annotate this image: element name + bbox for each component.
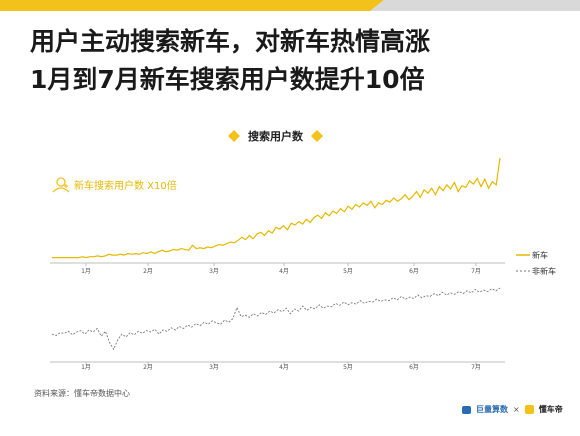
bottom-chart-tick-label: 7月	[471, 364, 481, 371]
top-chart-tick-label: 2月	[143, 268, 153, 275]
top-chart-tick-label: 1月	[81, 268, 91, 275]
bottom-chart-tick-label: 3月	[209, 364, 219, 371]
top-chart-tick-label: 7月	[471, 268, 481, 275]
chart-annotation: 新车搜索用户数 X10倍	[74, 179, 177, 192]
dongchedi-logo-icon	[524, 405, 534, 414]
user-icon	[52, 177, 70, 193]
footer-logos: 巨量算数 × 懂车帝	[462, 404, 563, 415]
diamond-left-icon	[228, 130, 240, 142]
logo-separator: ×	[513, 405, 520, 414]
top-bar-yellow	[0, 0, 384, 11]
bottom-chart-tick-label: 1月	[81, 364, 91, 371]
data-source-note: 资料来源：懂车帝数据中心	[34, 389, 130, 398]
top-accent-bar	[0, 0, 580, 11]
top-chart-tick-label: 4月	[279, 268, 289, 275]
series-line-non-new-car	[51, 287, 501, 351]
bottom-chart-tick-label: 4月	[279, 364, 289, 371]
logo-left-text: 巨量算数	[476, 405, 508, 414]
bottom-chart-tick-label: 5月	[343, 364, 353, 371]
chart-center-legend: 搜索用户数	[228, 128, 323, 144]
legend-new-label: 新车	[532, 250, 548, 260]
logo-right-text: 懂车帝	[538, 405, 563, 414]
legend-old-label: 非新车	[532, 266, 556, 276]
top-chart-tick-label: 6月	[409, 268, 419, 275]
diamond-right-icon	[311, 130, 323, 142]
chart-legend-label: 搜索用户数	[248, 130, 303, 143]
bottom-chart-tick-label: 2月	[143, 364, 153, 371]
top-chart-tick-label: 5月	[343, 268, 353, 275]
series-line-new-car	[52, 157, 501, 259]
bottom-chart-tick-label: 6月	[409, 364, 419, 371]
top-bar-gray	[370, 0, 580, 11]
ocean-engine-logo-icon	[462, 405, 471, 414]
page-title-line1: 用户主动搜索新车，对新车热情高涨	[30, 27, 431, 56]
page-title-line2: 1月到7月新车搜索用户数提升10倍	[30, 65, 425, 94]
top-chart-tick-label: 3月	[209, 268, 219, 275]
